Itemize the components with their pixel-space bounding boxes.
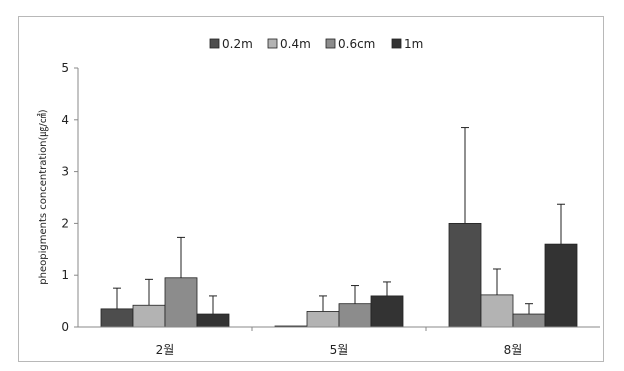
x-axis: 2월 5월 8월 [78, 326, 600, 357]
legend-swatch [209, 38, 220, 49]
y-tick-label: 0 [61, 320, 69, 334]
bar [132, 304, 166, 328]
bar [512, 313, 546, 328]
legend-swatch [391, 38, 402, 49]
bar [196, 313, 230, 328]
y-axis-label: pheopigments concentration(㎍/㎠) [37, 109, 49, 284]
bar [100, 308, 134, 328]
x-tick-label: 5월 [330, 343, 349, 357]
y-tick-label: 4 [61, 113, 69, 127]
bar [544, 243, 578, 328]
y-tick-label: 2 [61, 216, 69, 230]
y-tick-label: 3 [61, 165, 69, 179]
bar [306, 311, 340, 328]
legend-swatch [325, 38, 336, 49]
legend-swatch [267, 38, 278, 49]
bar [370, 295, 404, 328]
bar [448, 222, 482, 328]
legend: 0.2m 0.4m 0.6cm 1m [209, 37, 423, 51]
x-tick-label: 8월 [504, 343, 523, 357]
legend-label: 0.2m [222, 37, 253, 51]
legend-label: 0.6cm [338, 37, 375, 51]
y-tick-label: 1 [61, 268, 69, 282]
legend-label: 0.4m [280, 37, 311, 51]
bar [338, 303, 372, 328]
bar [164, 277, 198, 328]
bars [100, 127, 578, 328]
x-tick-label: 2월 [156, 343, 175, 357]
bar [480, 294, 514, 328]
legend-label: 1m [404, 37, 423, 51]
y-tick-label: 5 [61, 61, 69, 75]
y-axis: 0 1 2 3 4 5 [61, 61, 79, 334]
